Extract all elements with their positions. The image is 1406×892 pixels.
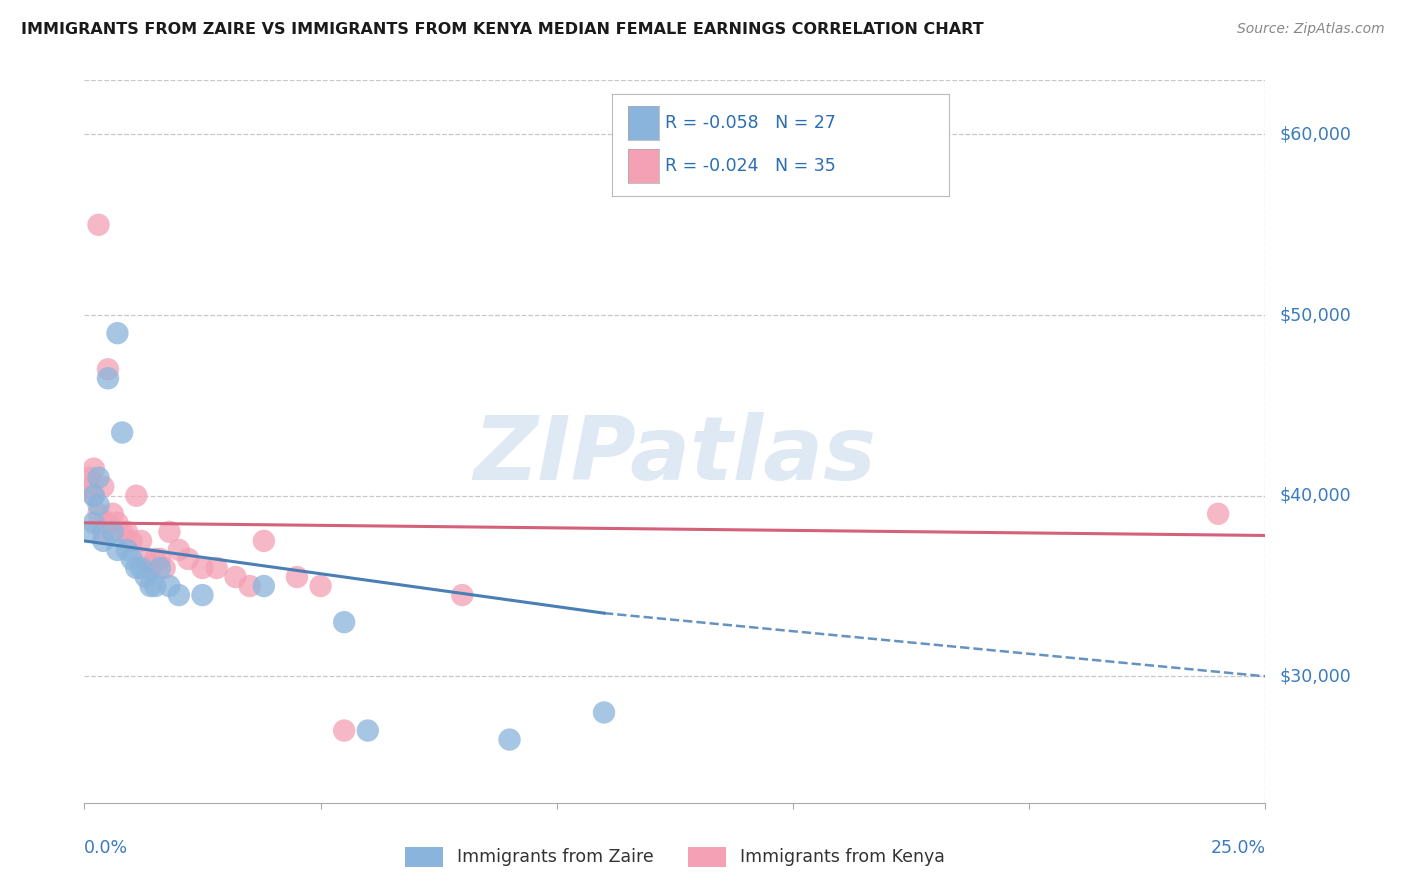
Point (101, 507, 124, 521)
Point (143, 552, 166, 566)
Point (498, 732, 520, 747)
Text: $40,000: $40,000 (1279, 487, 1351, 505)
Point (91, 533, 114, 548)
Text: Source: ZipAtlas.com: Source: ZipAtlas.com (1237, 22, 1385, 37)
Point (167, 542, 190, 557)
Point (111, 425, 134, 440)
Point (121, 533, 143, 548)
Text: $60,000: $60,000 (1279, 126, 1351, 144)
Point (107, 542, 129, 557)
Point (91, 480, 114, 494)
Point (77, 524, 100, 539)
Point (157, 579, 180, 593)
Point (253, 579, 276, 593)
Point (285, 570, 308, 584)
Point (225, 570, 247, 584)
Text: $50,000: $50,000 (1279, 306, 1351, 324)
Point (593, 706, 616, 720)
Point (125, 489, 148, 503)
Point (143, 579, 166, 593)
Point (139, 579, 162, 593)
Point (1206, 507, 1229, 521)
Point (97, 371, 120, 385)
Point (77, 471, 100, 485)
Point (139, 561, 162, 575)
Point (83, 489, 105, 503)
Point (167, 588, 190, 602)
Point (357, 723, 380, 738)
Point (309, 579, 332, 593)
Point (333, 615, 356, 630)
Point (253, 533, 276, 548)
Point (451, 588, 474, 602)
Text: $30,000: $30,000 (1279, 667, 1351, 685)
Legend: Immigrants from Zaire, Immigrants from Kenya: Immigrants from Zaire, Immigrants from K… (398, 839, 952, 873)
Point (87, 507, 110, 521)
Text: IMMIGRANTS FROM ZAIRE VS IMMIGRANTS FROM KENYA MEDIAN FEMALE EARNINGS CORRELATIO: IMMIGRANTS FROM ZAIRE VS IMMIGRANTS FROM… (21, 22, 984, 37)
Point (125, 561, 148, 575)
Point (111, 524, 134, 539)
Point (121, 552, 143, 566)
Point (107, 516, 129, 530)
Point (135, 570, 157, 584)
Text: 0.0%: 0.0% (84, 838, 128, 857)
Point (107, 326, 129, 341)
Point (115, 542, 138, 557)
Point (97, 516, 120, 530)
Point (205, 561, 228, 575)
Text: 25.0%: 25.0% (1211, 838, 1265, 857)
Point (149, 561, 172, 575)
Point (83, 516, 105, 530)
Point (83, 461, 105, 475)
Point (87, 471, 110, 485)
Point (115, 524, 138, 539)
Point (129, 533, 152, 548)
Text: ZIPatlas: ZIPatlas (474, 412, 876, 500)
Point (333, 723, 356, 738)
Point (191, 588, 214, 602)
Point (83, 489, 105, 503)
Point (87, 498, 110, 512)
Point (77, 480, 100, 494)
Text: R = -0.024   N = 35: R = -0.024 N = 35 (665, 157, 835, 175)
Point (191, 561, 214, 575)
Point (97, 362, 120, 376)
Text: R = -0.058   N = 27: R = -0.058 N = 27 (665, 114, 837, 132)
Point (129, 561, 152, 575)
Point (101, 524, 124, 539)
Point (153, 561, 176, 575)
Point (87, 218, 110, 232)
Point (157, 524, 180, 539)
Point (239, 579, 262, 593)
Point (91, 524, 114, 539)
Point (177, 552, 200, 566)
Point (135, 552, 157, 566)
Point (149, 552, 172, 566)
